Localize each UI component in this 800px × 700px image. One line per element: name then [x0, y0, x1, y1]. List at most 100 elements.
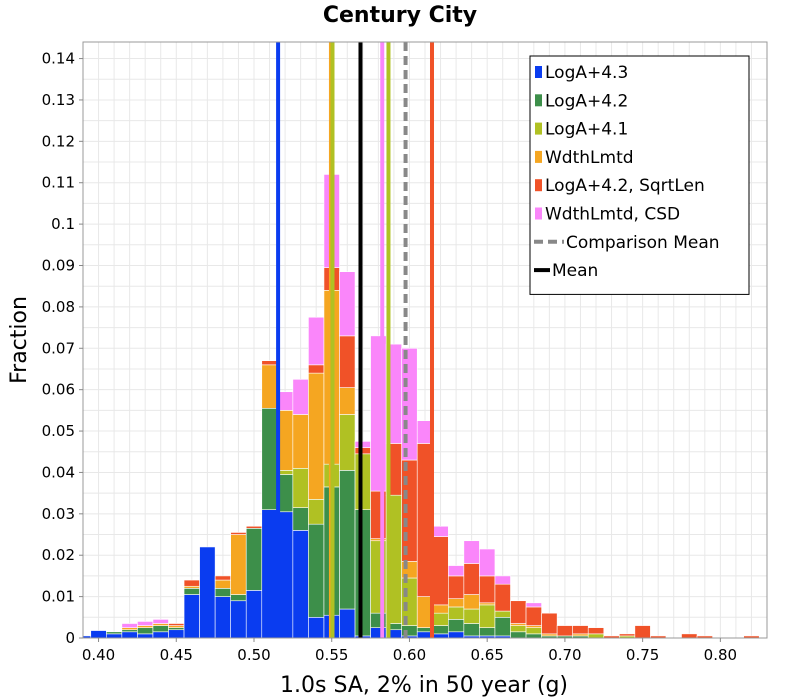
bar-segment	[479, 602, 496, 606]
bar-segment	[137, 633, 154, 638]
bar-segment	[401, 347, 418, 461]
bar-segment	[463, 608, 480, 624]
legend-label: LogA+4.1	[545, 120, 628, 140]
bar-segment	[572, 633, 589, 637]
chart-title: Century City	[323, 3, 477, 28]
bars-group	[83, 174, 760, 638]
bar-segment	[510, 625, 527, 633]
y-axis-label: Fraction	[7, 296, 32, 384]
bar-segment	[308, 316, 325, 366]
y-tick-label: 0.07	[42, 339, 75, 357]
bar-segment	[432, 604, 449, 614]
x-tick-label: 0.70	[548, 646, 581, 664]
legend-label: LogA+4.3	[545, 63, 628, 83]
legend-label: LogA+4.2	[545, 91, 628, 111]
bar-segment	[634, 625, 651, 638]
bar-segment	[510, 623, 527, 626]
x-tick-label: 0.75	[626, 646, 659, 664]
bar-segment	[168, 629, 185, 638]
bar-segment	[448, 575, 465, 599]
bar-segment	[230, 532, 247, 535]
bar-segment	[137, 625, 154, 628]
bar-segment	[354, 447, 371, 455]
bar-segment	[261, 509, 278, 638]
bar-segment	[245, 525, 263, 529]
bar-segment	[339, 414, 356, 471]
bar-segment	[681, 633, 698, 638]
y-tick-label: 0.12	[42, 132, 75, 150]
bar-segment	[308, 523, 325, 618]
bar-segment	[121, 631, 138, 638]
bar-segment	[152, 619, 169, 624]
bar-segment	[463, 623, 480, 637]
bar-segment	[525, 625, 542, 628]
bar-segment	[168, 627, 185, 631]
bar-segment	[106, 631, 123, 635]
bar-segment	[354, 453, 371, 510]
bar-segment	[214, 579, 231, 589]
y-tick-label: 0.02	[42, 546, 75, 564]
bar-segment	[230, 534, 247, 595]
bar-segment	[354, 441, 371, 448]
bar-segment	[494, 610, 511, 618]
x-axis-label: 1.0s SA, 2% in 50 year (g)	[280, 673, 568, 698]
y-tick-label: 0.09	[42, 257, 75, 275]
bar-segment	[432, 633, 449, 638]
bar-segment	[339, 470, 356, 610]
bar-segment	[230, 600, 247, 638]
bar-segment	[308, 499, 325, 525]
bar-segment	[525, 602, 542, 608]
y-tick-label: 0.14	[42, 50, 75, 68]
y-tick-label: 0.04	[42, 463, 75, 481]
bar-segment	[448, 631, 465, 638]
bar-segment	[183, 585, 200, 589]
bar-segment	[432, 625, 449, 635]
legend-swatch	[535, 122, 542, 135]
y-tick-label: 0.03	[42, 505, 75, 523]
x-tick-label: 0.55	[315, 646, 348, 664]
bar-segment	[245, 590, 263, 638]
bar-segment	[308, 372, 325, 500]
bar-segment	[510, 600, 527, 624]
bar-segment	[292, 530, 309, 638]
bar-segment	[106, 633, 123, 638]
bar-segment	[214, 575, 231, 581]
legend-swatch	[535, 94, 542, 107]
bar-segment	[214, 596, 231, 638]
bar-segment	[479, 548, 496, 577]
bar-segment	[479, 604, 496, 628]
legend-label: WdthLmtd	[545, 148, 634, 168]
y-tick-label: 0.06	[42, 381, 75, 399]
y-tick-label: 0.05	[42, 422, 75, 440]
bar-segment	[90, 630, 107, 638]
bar-segment	[510, 631, 527, 638]
legend-swatch	[535, 179, 542, 192]
y-tick-label: 0	[65, 629, 75, 647]
bar-segment	[463, 540, 480, 564]
bar-segment	[137, 621, 154, 626]
bar-segment	[541, 612, 558, 635]
legend-swatch	[535, 207, 542, 220]
legend-label: LogA+4.2, SqrtLen	[545, 176, 705, 196]
bar-segment	[121, 623, 138, 628]
y-tick-label: 0.01	[42, 588, 75, 606]
bar-segment	[448, 606, 465, 620]
bar-segment	[245, 528, 263, 591]
x-tick-label: 0.80	[704, 646, 737, 664]
bar-segment	[463, 594, 480, 610]
bar-segment	[494, 575, 511, 585]
bar-segment	[541, 633, 558, 637]
bar-segment	[354, 509, 371, 637]
bar-segment	[121, 627, 138, 631]
bar-segment	[261, 364, 278, 409]
bar-segment	[525, 633, 542, 638]
bar-segment	[168, 623, 185, 626]
bar-segment	[339, 335, 356, 388]
bar-segment	[432, 536, 449, 606]
bar-segment	[152, 631, 169, 638]
bar-segment	[292, 507, 309, 531]
x-tick-label: 0.60	[393, 646, 426, 664]
bar-segment	[152, 623, 169, 626]
bar-segment	[183, 579, 200, 587]
y-tick-label: 0.1	[51, 215, 75, 233]
